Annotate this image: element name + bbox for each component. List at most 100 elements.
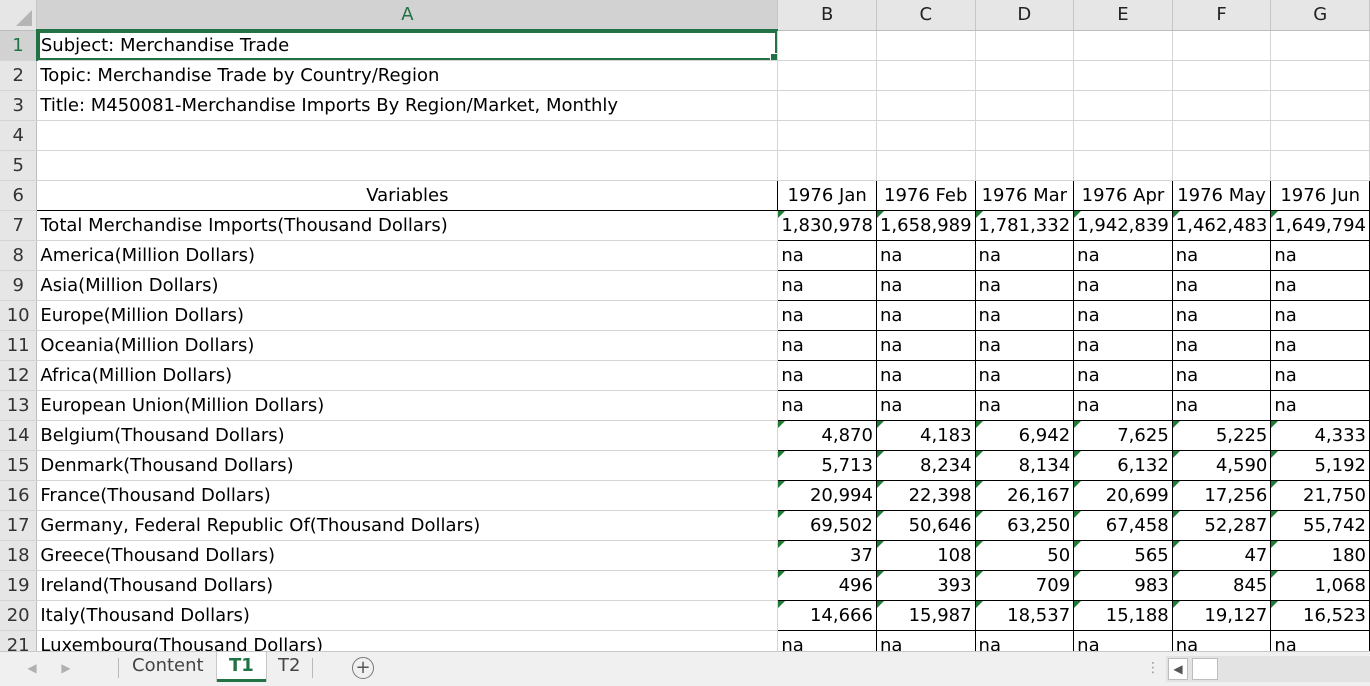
data-cell[interactable]: 983 [1073, 569, 1173, 601]
data-cell[interactable] [975, 120, 1075, 151]
data-cell[interactable]: 21,750 [1270, 479, 1370, 511]
data-cell[interactable]: na [875, 299, 976, 331]
data-cell[interactable]: na [1270, 329, 1370, 361]
data-cell[interactable] [1172, 120, 1272, 151]
data-cell[interactable]: na [777, 359, 877, 391]
data-cell[interactable]: na [1171, 329, 1272, 361]
data-cell[interactable]: 15,188 [1073, 599, 1173, 631]
data-cell[interactable]: na [974, 269, 1075, 301]
data-cell[interactable] [1073, 60, 1173, 91]
variable-label-cell[interactable]: Title: M450081-Merchandise Imports By Re… [36, 90, 779, 121]
data-cell[interactable]: na [777, 389, 877, 421]
data-cell[interactable]: na [1171, 359, 1272, 391]
data-cell[interactable]: 4,870 [777, 419, 877, 451]
data-cell[interactable]: 4,333 [1270, 419, 1370, 451]
select-all-corner[interactable] [0, 0, 38, 31]
month-header-cell[interactable]: 1976 Jun [1270, 179, 1370, 211]
row-header[interactable]: 17 [0, 510, 38, 541]
variable-label-cell[interactable]: Greece(Thousand Dollars) [36, 540, 779, 571]
plus-circle-icon[interactable]: + [352, 657, 374, 679]
data-cell[interactable] [876, 30, 976, 61]
data-cell[interactable] [1270, 60, 1370, 91]
scroll-splitter-handle[interactable]: ⋮ [1146, 660, 1160, 676]
data-cell[interactable] [1073, 90, 1173, 121]
data-cell[interactable]: na [974, 299, 1075, 331]
month-header-cell[interactable]: 1976 Feb [875, 179, 976, 211]
data-cell[interactable]: na [974, 389, 1075, 421]
data-cell[interactable]: 709 [974, 569, 1075, 601]
horizontal-scrollbar[interactable]: ◀ [1166, 656, 1370, 682]
data-cell[interactable]: 1,649,794 [1270, 209, 1370, 241]
variable-label-cell[interactable]: America(Million Dollars) [36, 240, 779, 271]
scrollbar-thumb[interactable] [1192, 658, 1218, 680]
data-cell[interactable]: na [1073, 389, 1173, 421]
row-header[interactable]: 20 [0, 600, 38, 631]
month-header-cell[interactable]: 1976 Apr [1073, 179, 1173, 211]
variable-label-cell[interactable]: Italy(Thousand Dollars) [36, 600, 779, 631]
row-header[interactable]: 10 [0, 300, 38, 331]
data-cell[interactable]: 63,250 [974, 509, 1075, 541]
variable-label-cell[interactable] [36, 120, 779, 151]
data-cell[interactable]: 5,225 [1171, 419, 1272, 451]
variables-header-cell[interactable]: Variables [36, 179, 779, 211]
data-cell[interactable]: na [1270, 299, 1370, 331]
data-cell[interactable]: 8,234 [875, 449, 976, 481]
data-cell[interactable] [1270, 30, 1370, 61]
data-cell[interactable]: na [1073, 359, 1173, 391]
data-cell[interactable] [1270, 120, 1370, 151]
data-cell[interactable]: 50,646 [875, 509, 976, 541]
data-cell[interactable]: 496 [777, 569, 877, 601]
data-cell[interactable] [1073, 30, 1173, 61]
row-header[interactable]: 16 [0, 480, 38, 511]
row-header[interactable]: 9 [0, 270, 38, 301]
row-header[interactable]: 8 [0, 240, 38, 271]
data-cell[interactable]: 1,068 [1270, 569, 1370, 601]
data-cell[interactable]: 1,830,978 [777, 209, 877, 241]
data-cell[interactable]: na [777, 629, 877, 651]
data-cell[interactable]: 565 [1073, 539, 1173, 571]
data-cell[interactable] [777, 90, 877, 121]
data-cell[interactable]: na [875, 329, 976, 361]
data-cell[interactable]: 26,167 [974, 479, 1075, 511]
data-cell[interactable]: 22,398 [875, 479, 976, 511]
variable-label-cell[interactable]: Subject: Merchandise Trade [36, 30, 779, 61]
data-cell[interactable]: 108 [875, 539, 976, 571]
variable-label-cell[interactable]: Luxembourg(Thousand Dollars) [36, 630, 779, 651]
data-cell[interactable] [975, 30, 1075, 61]
data-cell[interactable]: na [1270, 359, 1370, 391]
data-cell[interactable]: 50 [974, 539, 1075, 571]
column-header-d[interactable]: D [975, 0, 1075, 31]
variable-label-cell[interactable]: Oceania(Million Dollars) [36, 330, 779, 361]
data-cell[interactable]: 55,742 [1270, 509, 1370, 541]
data-cell[interactable]: na [777, 269, 877, 301]
caret-left-icon[interactable]: ◀ [1168, 658, 1188, 680]
variable-label-cell[interactable]: Germany, Federal Republic Of(Thousand Do… [36, 510, 779, 541]
data-cell[interactable]: na [1270, 239, 1370, 271]
month-header-cell[interactable]: 1976 Mar [974, 179, 1075, 211]
row-header[interactable]: 14 [0, 420, 38, 451]
data-cell[interactable]: na [1171, 269, 1272, 301]
data-cell[interactable]: 1,942,839 [1073, 209, 1173, 241]
tab-content[interactable]: Content [132, 655, 204, 676]
row-header[interactable]: 12 [0, 360, 38, 391]
data-cell[interactable]: na [974, 239, 1075, 271]
data-cell[interactable]: 180 [1270, 539, 1370, 571]
data-cell[interactable]: 7,625 [1073, 419, 1173, 451]
data-cell[interactable]: 4,183 [875, 419, 976, 451]
row-header[interactable]: 2 [0, 60, 38, 91]
data-cell[interactable] [1270, 90, 1370, 121]
column-header-g[interactable]: G [1270, 0, 1370, 31]
data-cell[interactable]: na [1073, 329, 1173, 361]
variable-label-cell[interactable]: European Union(Million Dollars) [36, 390, 779, 421]
row-header[interactable]: 13 [0, 390, 38, 421]
data-cell[interactable]: na [875, 359, 976, 391]
data-cell[interactable]: na [777, 299, 877, 331]
data-cell[interactable]: 1,462,483 [1171, 209, 1272, 241]
fill-handle[interactable] [770, 52, 777, 59]
data-cell[interactable]: na [875, 629, 976, 651]
variable-label-cell[interactable]: Asia(Million Dollars) [36, 270, 779, 301]
data-cell[interactable]: na [875, 239, 976, 271]
data-cell[interactable] [1172, 60, 1272, 91]
data-cell[interactable]: na [1073, 299, 1173, 331]
data-cell[interactable]: 15,987 [875, 599, 976, 631]
